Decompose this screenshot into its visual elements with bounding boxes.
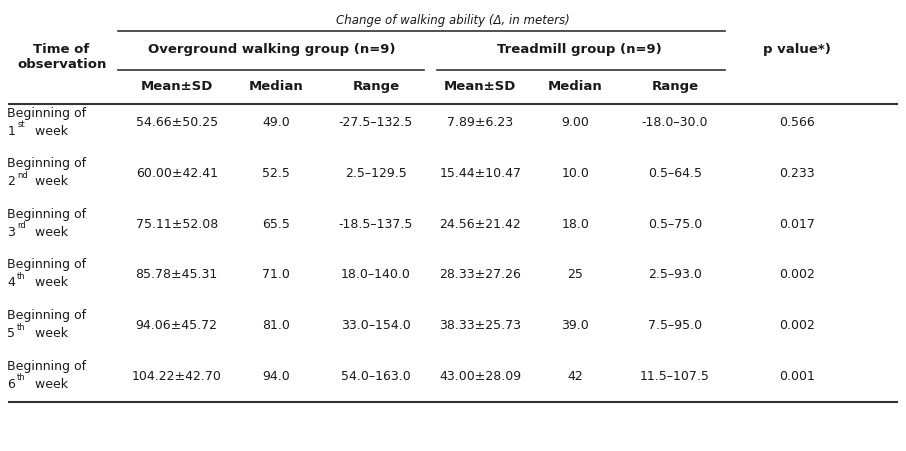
Text: week: week — [31, 276, 68, 289]
Text: 2: 2 — [7, 175, 15, 188]
Text: 5: 5 — [7, 327, 15, 339]
Text: 0.001: 0.001 — [779, 369, 815, 382]
Text: 1: 1 — [7, 124, 15, 137]
Text: Beginning of: Beginning of — [7, 157, 86, 170]
Text: 0.002: 0.002 — [779, 268, 815, 281]
Text: 38.33±25.73: 38.33±25.73 — [439, 318, 521, 331]
Text: 54.66±50.25: 54.66±50.25 — [136, 116, 217, 129]
Text: -18.0–30.0: -18.0–30.0 — [641, 116, 708, 129]
Text: Beginning of: Beginning of — [7, 359, 86, 372]
Text: 0.5–64.5: 0.5–64.5 — [648, 167, 702, 179]
Text: 2.5–93.0: 2.5–93.0 — [648, 268, 702, 281]
Text: 104.22±42.70: 104.22±42.70 — [131, 369, 222, 382]
Text: Mean±SD: Mean±SD — [140, 80, 213, 93]
Text: 18.0–140.0: 18.0–140.0 — [341, 268, 411, 281]
Text: 0.017: 0.017 — [779, 217, 815, 230]
Text: Change of walking ability (Δ, in meters): Change of walking ability (Δ, in meters) — [336, 14, 570, 27]
Text: week: week — [31, 377, 68, 390]
Text: 65.5: 65.5 — [263, 217, 290, 230]
Text: Beginning of: Beginning of — [7, 258, 86, 271]
Text: 7.89±6.23: 7.89±6.23 — [448, 116, 513, 129]
Text: 49.0: 49.0 — [263, 116, 290, 129]
Text: 3: 3 — [7, 226, 15, 238]
Text: 0.002: 0.002 — [779, 318, 815, 331]
Text: Treadmill group (n=9): Treadmill group (n=9) — [497, 43, 662, 56]
Text: Range: Range — [651, 80, 699, 93]
Text: 11.5–107.5: 11.5–107.5 — [640, 369, 710, 382]
Text: 0.566: 0.566 — [779, 116, 815, 129]
Text: 10.0: 10.0 — [562, 167, 589, 179]
Text: rd: rd — [17, 221, 26, 230]
Text: 71.0: 71.0 — [263, 268, 290, 281]
Text: 0.233: 0.233 — [779, 167, 815, 179]
Text: 81.0: 81.0 — [263, 318, 290, 331]
Text: Median: Median — [548, 80, 602, 93]
Text: 2.5–129.5: 2.5–129.5 — [345, 167, 407, 179]
Text: week: week — [31, 124, 68, 137]
Text: 6: 6 — [7, 377, 15, 390]
Text: 75.11±52.08: 75.11±52.08 — [136, 217, 217, 230]
Text: 15.44±10.47: 15.44±10.47 — [439, 167, 521, 179]
Text: -27.5–132.5: -27.5–132.5 — [339, 116, 413, 129]
Text: -18.5–137.5: -18.5–137.5 — [339, 217, 413, 230]
Text: Range: Range — [352, 80, 400, 93]
Text: 33.0–154.0: 33.0–154.0 — [342, 318, 410, 331]
Text: p value*): p value*) — [764, 43, 831, 56]
Text: week: week — [31, 226, 68, 238]
Text: 7.5–95.0: 7.5–95.0 — [648, 318, 702, 331]
Text: 42: 42 — [567, 369, 583, 382]
Text: week: week — [31, 327, 68, 339]
Text: th: th — [17, 272, 26, 281]
Text: nd: nd — [17, 170, 28, 179]
Text: th: th — [17, 322, 26, 331]
Text: 54.0–163.0: 54.0–163.0 — [342, 369, 410, 382]
Text: 39.0: 39.0 — [562, 318, 589, 331]
Text: 60.00±42.41: 60.00±42.41 — [136, 167, 217, 179]
Text: Beginning of: Beginning of — [7, 106, 86, 119]
Text: 4: 4 — [7, 276, 15, 289]
Text: week: week — [31, 175, 68, 188]
Text: Overground walking group (n=9): Overground walking group (n=9) — [148, 43, 396, 56]
Text: Mean±SD: Mean±SD — [444, 80, 516, 93]
Text: Median: Median — [249, 80, 304, 93]
Text: 28.33±27.26: 28.33±27.26 — [439, 268, 521, 281]
Text: 94.0: 94.0 — [263, 369, 290, 382]
Text: 9.00: 9.00 — [562, 116, 589, 129]
Text: 43.00±28.09: 43.00±28.09 — [439, 369, 521, 382]
Text: Time of
observation: Time of observation — [17, 43, 106, 71]
Text: 18.0: 18.0 — [562, 217, 589, 230]
Text: st: st — [17, 120, 24, 129]
Text: 0.5–75.0: 0.5–75.0 — [648, 217, 702, 230]
Text: th: th — [17, 373, 26, 382]
Text: Beginning of: Beginning of — [7, 308, 86, 321]
Text: 25: 25 — [567, 268, 583, 281]
Text: 24.56±21.42: 24.56±21.42 — [439, 217, 521, 230]
Text: 94.06±45.72: 94.06±45.72 — [136, 318, 217, 331]
Text: 85.78±45.31: 85.78±45.31 — [136, 268, 217, 281]
Text: 52.5: 52.5 — [263, 167, 290, 179]
Text: Beginning of: Beginning of — [7, 207, 86, 220]
